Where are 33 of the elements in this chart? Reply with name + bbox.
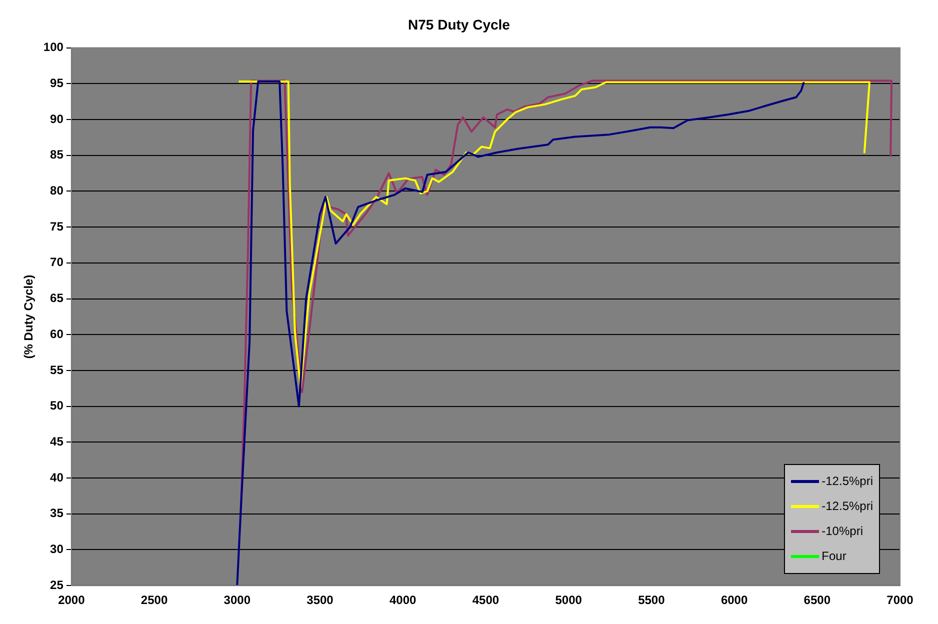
y-tick-label: 55 xyxy=(50,362,64,377)
x-tick-label: 5500 xyxy=(638,593,666,608)
y-tick-label: 25 xyxy=(50,578,64,592)
legend-label: Four xyxy=(822,549,846,564)
y-tick-label: 90 xyxy=(50,112,64,126)
x-tick-label: 7000 xyxy=(886,593,914,608)
y-tick-label: 70 xyxy=(50,255,64,270)
y-tick-label: 35 xyxy=(50,506,64,520)
x-tick-label: 6500 xyxy=(804,593,831,608)
y-tick-label: 80 xyxy=(50,184,64,198)
y-tick-label: 75 xyxy=(50,219,64,234)
x-tick-label: 4500 xyxy=(472,593,500,608)
x-tick-label: 6000 xyxy=(720,593,748,608)
y-tick-label: 100 xyxy=(43,40,64,54)
chart-title: N75 Duty Cycle xyxy=(408,16,510,32)
legend-label: -12.5%pri xyxy=(822,499,873,514)
legend-label: -12.5%pri xyxy=(822,474,873,488)
x-tick-label: 3500 xyxy=(306,593,334,608)
x-tick-label: 2000 xyxy=(58,593,86,608)
x-tick-label: 3000 xyxy=(224,593,251,608)
y-tick-label: 45 xyxy=(50,434,64,448)
y-tick-label: 95 xyxy=(50,76,64,90)
y-tick-label: 40 xyxy=(50,470,64,484)
y-tick-label: 65 xyxy=(50,291,64,306)
y-axis-title: (% Duty Cycle) xyxy=(22,274,36,359)
x-tick-label: 4000 xyxy=(390,593,417,608)
x-tick-label: 5000 xyxy=(555,593,582,608)
y-tick-label: 50 xyxy=(50,398,64,413)
x-tick-label: 2500 xyxy=(140,593,168,608)
y-tick-label: 85 xyxy=(50,148,64,162)
y-tick-label: 30 xyxy=(50,542,64,556)
y-tick-label: 60 xyxy=(50,326,64,341)
legend-label: -10%pri xyxy=(822,524,863,538)
